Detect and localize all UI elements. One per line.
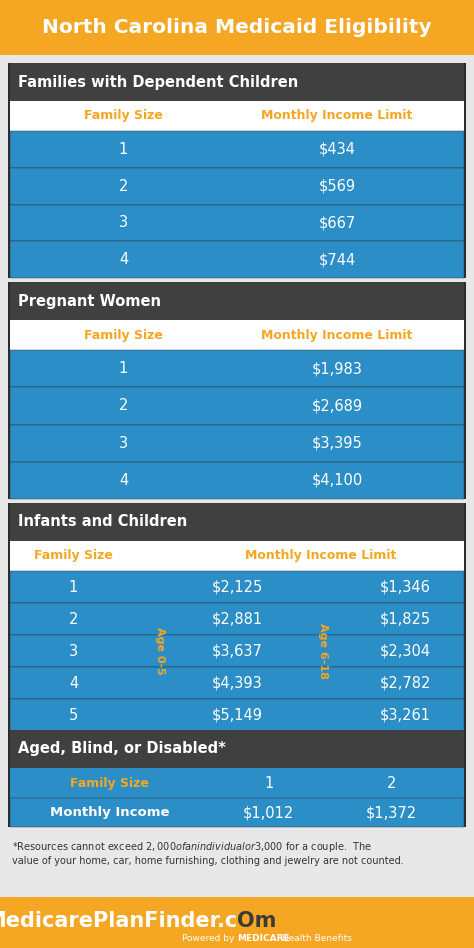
Text: value of your home, car, home furnishing, clothing and jewelry are not counted.: value of your home, car, home furnishing…: [12, 856, 404, 866]
Bar: [0, 897, 474, 948]
Text: 5: 5: [69, 707, 78, 722]
Text: 2: 2: [69, 611, 78, 627]
Text: $3,395: $3,395: [311, 436, 362, 450]
Text: 3: 3: [69, 644, 78, 659]
Text: $1,372: $1,372: [366, 805, 417, 820]
Text: Age 0-5: Age 0-5: [155, 628, 165, 675]
Bar: [10, 205, 464, 241]
Text: $5,149: $5,149: [211, 707, 263, 722]
Text: 3: 3: [119, 436, 128, 450]
Bar: [10, 635, 464, 667]
Text: 2: 2: [119, 398, 128, 413]
Text: Powered by: Powered by: [182, 935, 237, 943]
Text: $2,689: $2,689: [311, 398, 363, 413]
Bar: [10, 63, 464, 101]
Text: Monthly Income Limit: Monthly Income Limit: [261, 329, 412, 341]
Text: Infants and Children: Infants and Children: [18, 515, 187, 530]
Text: 1: 1: [119, 142, 128, 156]
Text: 1: 1: [264, 775, 273, 791]
Bar: [10, 699, 464, 731]
Text: 4: 4: [119, 473, 128, 488]
Text: 1: 1: [69, 579, 78, 594]
Text: Family Size: Family Size: [84, 329, 163, 341]
Text: $1,346: $1,346: [380, 579, 430, 594]
Text: 2: 2: [119, 178, 128, 193]
Text: $434: $434: [319, 142, 356, 156]
Text: Om: Om: [237, 911, 276, 932]
Bar: [8, 63, 466, 278]
Bar: [10, 168, 464, 205]
Bar: [10, 282, 464, 320]
Bar: [8, 503, 466, 731]
Bar: [10, 425, 464, 462]
Bar: [10, 571, 464, 603]
Text: Aged, Blind, or Disabled*: Aged, Blind, or Disabled*: [18, 741, 226, 757]
Text: 1: 1: [119, 361, 128, 376]
Bar: [10, 603, 464, 635]
Text: $2,125: $2,125: [211, 579, 263, 594]
Bar: [10, 541, 464, 571]
Bar: [10, 131, 464, 168]
Text: Family Size: Family Size: [84, 110, 163, 122]
Bar: [10, 798, 464, 827]
Text: $4,100: $4,100: [311, 473, 363, 488]
Text: North Carolina Medicaid Eligibility: North Carolina Medicaid Eligibility: [42, 18, 432, 37]
Bar: [10, 462, 464, 499]
Bar: [10, 667, 464, 699]
Bar: [10, 503, 464, 541]
Text: 4: 4: [69, 676, 78, 690]
Text: $2,881: $2,881: [211, 611, 263, 627]
Bar: [10, 387, 464, 425]
Text: *Resources cannot exceed $2,000 of an individual or $3,000 for a couple.  The: *Resources cannot exceed $2,000 of an in…: [12, 840, 372, 854]
Text: MEDICARE: MEDICARE: [237, 935, 290, 943]
Text: Family Size: Family Size: [34, 550, 113, 562]
Text: 2: 2: [387, 775, 396, 791]
Text: $2,304: $2,304: [379, 644, 430, 659]
Text: Pregnant Women: Pregnant Women: [18, 294, 161, 308]
Text: Monthly Income Limit: Monthly Income Limit: [246, 550, 397, 562]
Text: Monthly Income Limit: Monthly Income Limit: [261, 110, 412, 122]
Text: Monthly Income: Monthly Income: [50, 806, 170, 819]
Bar: [0, 0, 474, 55]
Text: MedicarePlanFinder.c: MedicarePlanFinder.c: [0, 911, 237, 932]
Text: Family Size: Family Size: [71, 776, 149, 790]
Bar: [10, 768, 464, 798]
Text: $1,012: $1,012: [243, 805, 294, 820]
Bar: [10, 768, 464, 798]
Text: $4,393: $4,393: [211, 676, 263, 690]
Text: Families with Dependent Children: Families with Dependent Children: [18, 75, 298, 89]
Bar: [0, 835, 474, 897]
Bar: [10, 241, 464, 278]
Text: $667: $667: [318, 215, 356, 230]
Bar: [8, 282, 466, 499]
Bar: [10, 101, 464, 131]
Text: Age 6-18: Age 6-18: [318, 623, 328, 679]
Text: Health Benefits: Health Benefits: [279, 935, 352, 943]
Text: $3,637: $3,637: [211, 644, 263, 659]
Bar: [10, 320, 464, 350]
Text: $569: $569: [319, 178, 356, 193]
Text: $2,782: $2,782: [379, 676, 431, 690]
Text: $3,261: $3,261: [380, 707, 430, 722]
Text: $1,825: $1,825: [379, 611, 430, 627]
Text: 3: 3: [119, 215, 128, 230]
Text: 4: 4: [119, 252, 128, 267]
Text: $1,983: $1,983: [311, 361, 362, 376]
Bar: [8, 730, 466, 827]
Text: $744: $744: [318, 252, 356, 267]
Bar: [10, 350, 464, 387]
Bar: [10, 730, 464, 768]
